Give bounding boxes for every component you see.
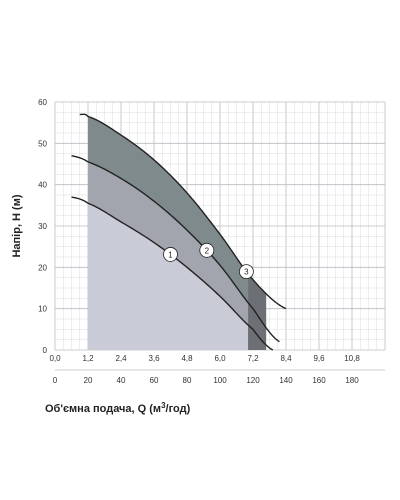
x-axis-title-tail: /год) [166, 403, 191, 415]
x-axis-title-sup: 3 [161, 401, 166, 410]
series-label-2: 2 [205, 246, 210, 255]
y-tick-label: 50 [38, 139, 47, 148]
x-bottom-tick-label: 100 [213, 376, 227, 385]
x-bottom-tick-label: 20 [84, 376, 93, 385]
series-label-circle-1 [163, 247, 178, 262]
x-top-tick-label: 3,6 [148, 354, 160, 363]
x-bottom-tick-label: 120 [246, 376, 260, 385]
x-top-tick-label: 9,6 [313, 354, 325, 363]
y-axis-title: Напір, Н (м) [11, 194, 23, 257]
x-top-tick-label: 6,0 [214, 354, 226, 363]
series-label-3: 3 [244, 268, 249, 277]
x-top-tick-label: 10,8 [344, 354, 360, 363]
series-label-circle-2 [199, 242, 215, 258]
y-tick-label: 40 [38, 181, 47, 190]
x-top-tick-label: 8,4 [280, 354, 292, 363]
x-top-tick-label: 0,0 [49, 354, 61, 363]
region-curve-2 [88, 161, 249, 326]
y-tick-label: 60 [38, 98, 47, 107]
x-top-tick-label: 2,4 [115, 354, 127, 363]
region-curve-3 [88, 116, 249, 303]
x-bottom-tick-label: 0 [53, 376, 58, 385]
series-labels: 1 2 3 [163, 242, 254, 280]
x-bottom-tick-label: 140 [279, 376, 293, 385]
series-label-1: 1 [168, 250, 173, 259]
y-tick-label: 0 [43, 346, 48, 355]
x-top-tick-label: 1,2 [82, 354, 94, 363]
y-tick-label: 30 [38, 222, 47, 231]
x-bottom-tick-label: 80 [183, 376, 192, 385]
series-line-3 [79, 113, 287, 310]
y-tick-label: 10 [38, 305, 47, 314]
series-label-circle-3 [238, 264, 254, 280]
x-top-tick-label: 7,2 [247, 354, 259, 363]
x-bottom-tick-label: 160 [312, 376, 326, 385]
x-top-tick-label: 4,8 [181, 354, 193, 363]
region-end-strip [248, 273, 267, 350]
y-tick-label: 20 [38, 263, 47, 272]
operating-regions [88, 116, 267, 350]
x-axis-title: Об'ємна подача, Q (м3/год) [45, 401, 191, 415]
region-curve-1 [88, 203, 249, 350]
x-bottom-tick-label: 180 [345, 376, 359, 385]
x-bottom-tick-label: 60 [150, 376, 159, 385]
x-axis-title-main: Об'ємна подача, Q (м [45, 403, 161, 415]
series-line-2 [71, 155, 280, 343]
x-bottom-tick-label: 40 [117, 376, 126, 385]
